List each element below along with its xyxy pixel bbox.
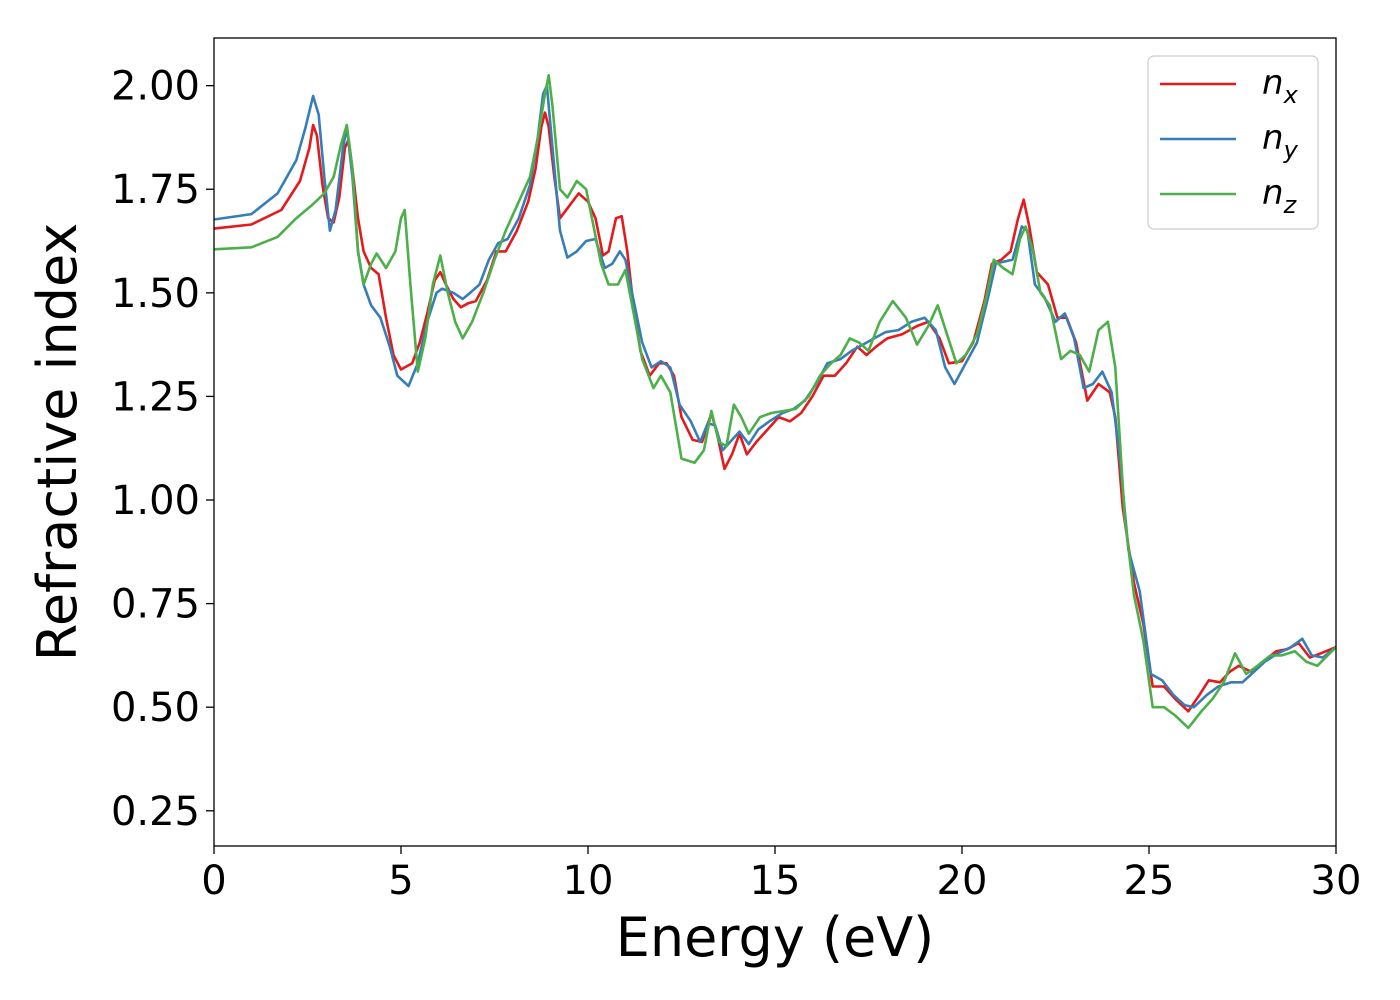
x-tick-label: 10 [563, 858, 614, 904]
x-axis-title: Energy (eV) [616, 906, 935, 969]
y-tick-label: 0.50 [111, 685, 200, 731]
legend-label-x: nx [1262, 63, 1299, 109]
x-tick-label: 20 [937, 858, 988, 904]
y-tick-label: 1.50 [111, 271, 200, 317]
x-tick-label: 15 [750, 858, 801, 904]
legend-label-z: nz [1262, 173, 1298, 219]
y-axis-title: Refractive index [26, 223, 89, 662]
y-axis-ticks: 0.25 0.50 0.75 1.00 1.25 1.50 1.75 2.00 [111, 64, 214, 835]
x-tick-label: 30 [1311, 858, 1362, 904]
y-tick-label: 1.75 [111, 167, 200, 213]
legend-label-y: ny [1262, 118, 1299, 164]
x-axis-ticks: 0 5 10 15 20 25 30 [201, 846, 1361, 904]
y-tick-label: 1.25 [111, 374, 200, 420]
y-tick-label: 2.00 [111, 64, 200, 110]
y-tick-label: 1.00 [111, 478, 200, 524]
y-tick-label: 0.75 [111, 582, 200, 628]
x-tick-label: 0 [201, 858, 226, 904]
series-layer [213, 74, 1337, 730]
x-tick-label: 25 [1124, 858, 1175, 904]
series-line-y [213, 84, 1337, 709]
legend: nx ny nz [1147, 55, 1319, 230]
x-tick-label: 5 [388, 858, 413, 904]
y-tick-label: 0.25 [111, 789, 200, 835]
series-line-z [213, 74, 1337, 730]
legend-box [1147, 55, 1319, 230]
